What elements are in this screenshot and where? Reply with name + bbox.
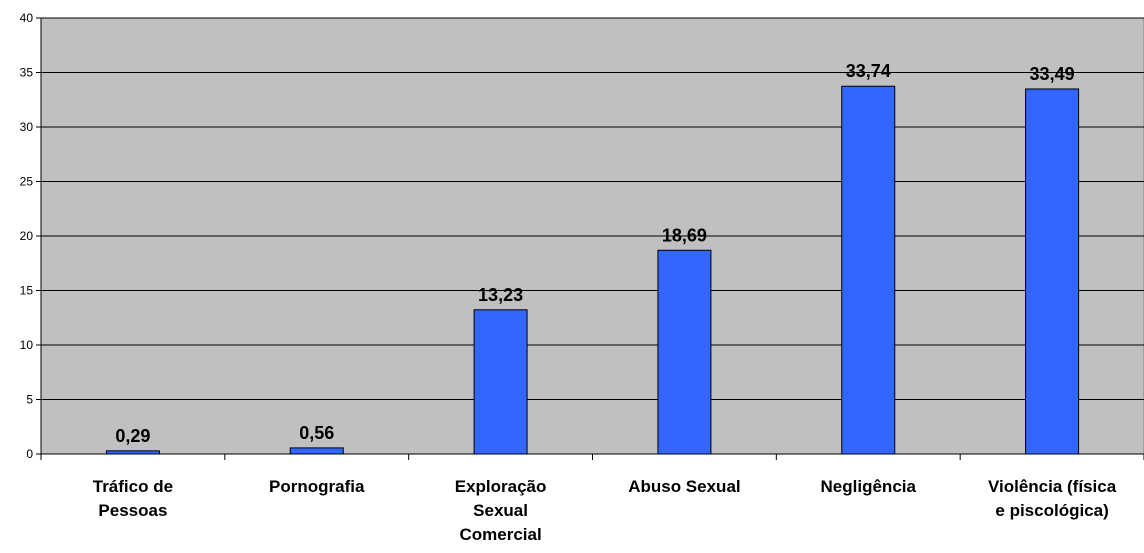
y-tick-label: 35 (20, 66, 34, 80)
y-axis: 0 5 10 15 20 25 30 35 40 (20, 11, 42, 461)
category-label: Pessoas (98, 501, 167, 520)
category-label: Abuso Sexual (628, 477, 740, 496)
data-label: 0,29 (115, 426, 150, 446)
data-labels: 0,29 0,56 13,23 18,69 33,74 33,49 (115, 61, 1074, 446)
y-tick-label: 40 (20, 11, 34, 25)
bar (105, 450, 160, 455)
data-label: 18,69 (662, 225, 707, 245)
category-label: Tráfico de (93, 477, 173, 496)
x-axis (40, 453, 1144, 460)
bar (841, 85, 896, 455)
category-label: Pornografia (269, 477, 365, 496)
category-label: Negligência (821, 477, 917, 496)
data-label: 33,49 (1030, 64, 1075, 84)
category-label: Violência (física (988, 477, 1117, 496)
bar (657, 249, 712, 455)
y-tick-label: 5 (26, 393, 33, 407)
y-tick-label: 0 (26, 447, 33, 461)
y-tick-label: 30 (20, 120, 34, 134)
bar (473, 309, 528, 455)
category-label: Exploração (455, 477, 547, 496)
y-tick-label: 20 (20, 229, 34, 243)
bar (289, 447, 344, 455)
data-label: 13,23 (478, 285, 523, 305)
y-tick-label: 15 (20, 284, 34, 298)
category-label: Comercial (459, 525, 541, 544)
bar (1025, 88, 1080, 455)
category-label: Sexual (473, 501, 528, 520)
category-labels: Tráfico de Pessoas Pornografia Exploração Se… (93, 477, 1117, 544)
bars (105, 85, 1080, 455)
category-label: e piscológica) (995, 501, 1108, 520)
gridlines (41, 17, 1144, 400)
y-tick-label: 25 (20, 175, 34, 189)
data-label: 33,74 (846, 61, 891, 81)
y-tick-label: 10 (20, 338, 34, 352)
data-label: 0,56 (299, 423, 334, 443)
